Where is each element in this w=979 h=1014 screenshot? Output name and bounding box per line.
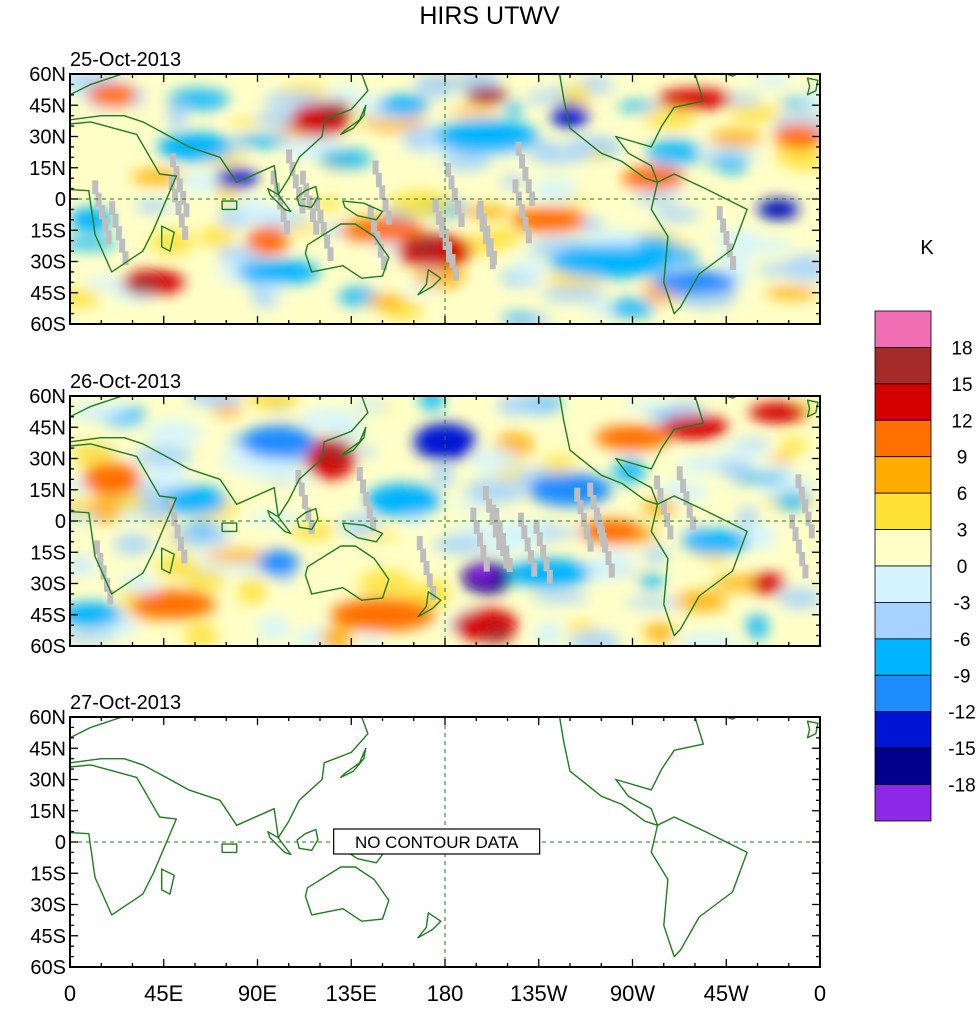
colorbar-swatch (874, 674, 932, 713)
y-tick-label: 30N (29, 127, 66, 149)
axis-ticks (69, 73, 821, 325)
colorbar-swatch (874, 347, 932, 385)
y-tick-label: 0 (55, 189, 66, 211)
axis-ticks (69, 716, 821, 968)
x-tick-label: 135E (326, 981, 377, 1006)
y-tick-label: 45N (29, 95, 66, 117)
y-tick-label: 45S (30, 605, 66, 627)
y-tick-label: 0 (55, 511, 66, 533)
chart-title: HIRS UTWV (419, 2, 560, 30)
colorbar-swatch (874, 492, 932, 530)
anomaly-field (70, 74, 820, 324)
y-tick-label: 30S (30, 574, 66, 596)
x-tick-label: 135W (510, 981, 568, 1006)
y-tick-label: 60N (29, 707, 66, 729)
y-tick-label: 45N (29, 738, 66, 760)
panel-date-label: 25-Oct-2013 (70, 49, 181, 71)
y-tick-label: 15S (30, 542, 66, 564)
y-tick-label: 60S (30, 957, 66, 979)
x-tick-label: 90W (610, 981, 655, 1006)
y-tick-label: 15S (30, 220, 66, 242)
colorbar-swatch (874, 419, 932, 458)
y-tick-label: 15N (29, 480, 66, 502)
y-tick-label: 60S (30, 314, 66, 336)
x-axis-labels: 0 45E 90E 135E 180 135W 90W 45W 0 (64, 981, 826, 1006)
colorbar-swatch (874, 565, 932, 603)
colorbar-level-label: -15 (948, 739, 975, 760)
colorbar-swatch (874, 711, 932, 749)
x-tick-label: 45E (144, 981, 183, 1006)
x-tick-label: 0 (814, 981, 826, 1006)
colorbar-level-label: -12 (948, 703, 975, 724)
colorbar-swatch (874, 310, 932, 348)
panel-date-label: 26-Oct-2013 (70, 371, 181, 393)
colorbar-level-label: 12 (951, 411, 972, 432)
y-tick-label: 45N (29, 417, 66, 439)
coastlines (70, 717, 819, 958)
x-tick-label: 180 (427, 981, 464, 1006)
colorbar-swatch (874, 383, 932, 421)
colorbar-swatch (874, 456, 932, 494)
y-tick-label: 60N (29, 386, 66, 408)
colorbar-unit: K (920, 237, 934, 259)
colorbar-level-label: -3 (954, 593, 971, 614)
colorbar-level-label: 0 (957, 557, 968, 578)
x-tick-label: 90E (238, 981, 277, 1006)
coastlines (70, 396, 819, 637)
y-tick-label: 15S (30, 863, 66, 885)
colorbar-swatch (874, 602, 932, 640)
colorbar-swatch (874, 747, 932, 785)
colorbar: K 18 15 12 9 6 3 0 -3 -6 -9 -12 -15 -18 (874, 237, 976, 822)
y-tick-label: 30N (29, 770, 66, 792)
colorbar-swatch (874, 529, 932, 567)
colorbar-swatch (874, 784, 932, 822)
y-tick-label: 15N (29, 801, 66, 823)
colorbar-level-label: -18 (948, 776, 975, 797)
y-tick-label: 30N (29, 449, 66, 471)
x-tick-label: 45W (704, 981, 749, 1006)
colorbar-level-label: -9 (954, 666, 971, 687)
y-tick-label: 0 (55, 832, 66, 854)
x-tick-label: 0 (64, 981, 76, 1006)
colorbar-level-label: -6 (954, 630, 971, 651)
axis-ticks (69, 395, 821, 647)
panel-date-label: 27-Oct-2013 (70, 692, 181, 714)
y-tick-label: 60S (30, 636, 66, 658)
no-data-message: NO CONTOUR DATA (333, 828, 541, 855)
colorbar-level-label: 3 (957, 521, 968, 542)
svg-text:NO CONTOUR DATA: NO CONTOUR DATA (355, 833, 519, 852)
colorbar-swatch (874, 638, 932, 676)
y-tick-label: 15N (29, 158, 66, 180)
colorbar-level-label: 9 (957, 448, 968, 469)
colorbar-level-label: 15 (951, 375, 972, 396)
coastlines (70, 74, 819, 315)
y-tick-label: 45S (30, 926, 66, 948)
colorbar-level-label: 6 (957, 484, 968, 505)
colorbar-level-label: 18 (951, 338, 972, 359)
y-tick-label: 30S (30, 895, 66, 917)
y-tick-label: 45S (30, 283, 66, 305)
y-tick-label: 30S (30, 252, 66, 274)
y-tick-label: 60N (29, 64, 66, 86)
